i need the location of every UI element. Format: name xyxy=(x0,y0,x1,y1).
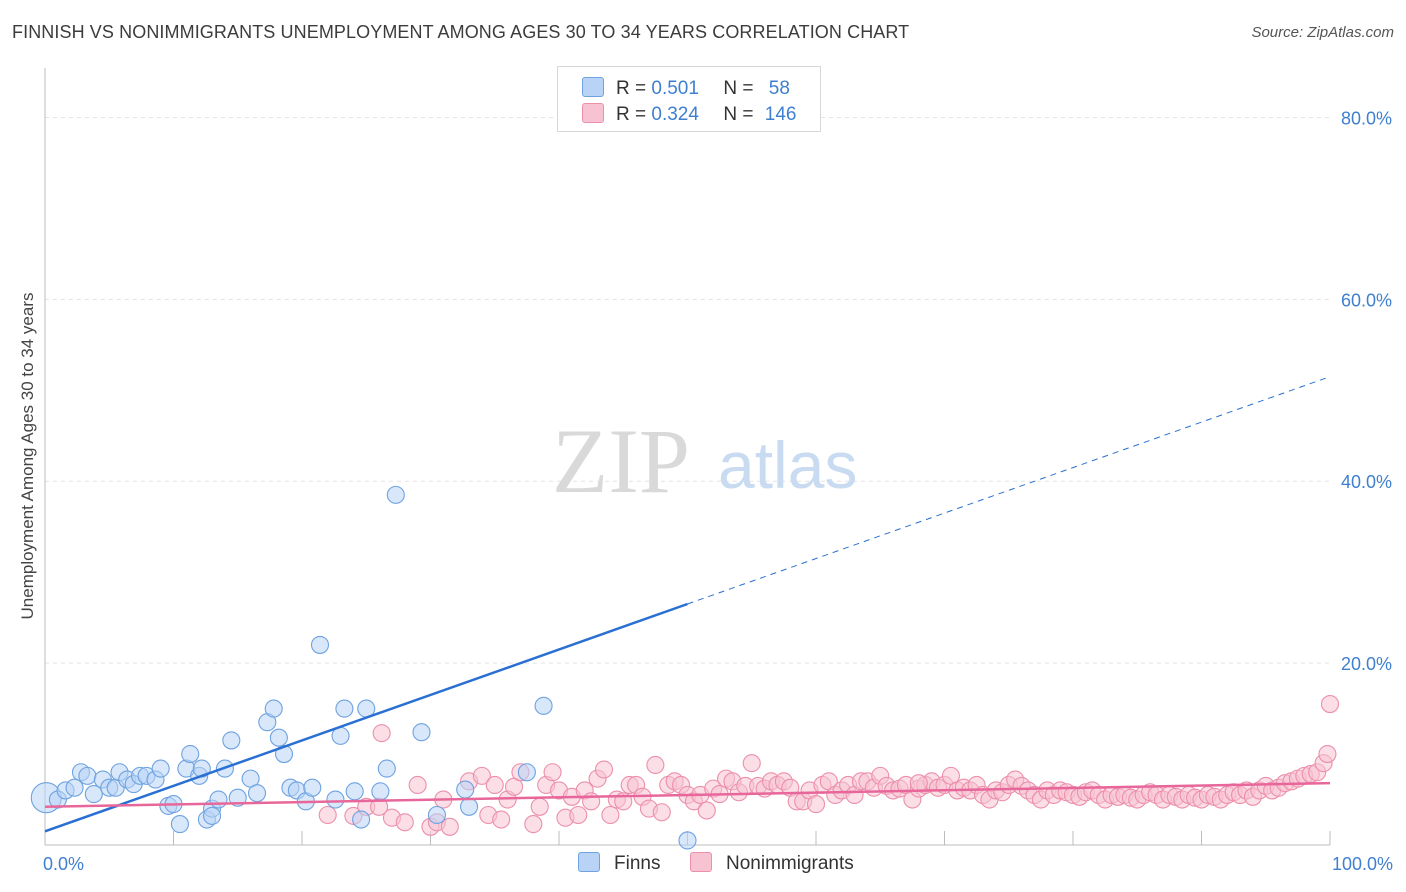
watermark: ZIP atlas xyxy=(552,410,857,512)
nonimmigrants-point xyxy=(372,724,391,743)
legend-nonimmigrants-r: 0.324 xyxy=(651,104,699,125)
nonimmigrants-point xyxy=(395,813,414,832)
nonimmigrants-point xyxy=(543,763,562,782)
finns-point xyxy=(412,723,431,742)
nonimmigrants-trendline xyxy=(44,781,1331,809)
finns-point xyxy=(456,780,475,799)
legend-finns-n: 58 xyxy=(768,78,790,99)
finns-point xyxy=(181,745,200,764)
y-tick-label: 60.0% xyxy=(1341,290,1392,310)
finns-point xyxy=(222,731,241,750)
x-tick-label: 100.0% xyxy=(1332,854,1393,874)
finns-point xyxy=(371,782,390,801)
legend-finns-r: 0.501 xyxy=(651,78,699,99)
finns-point xyxy=(84,785,103,804)
nonimmigrants-point xyxy=(524,815,543,834)
finns-point xyxy=(326,790,345,809)
finns-point xyxy=(203,806,222,825)
nonimmigrants-point xyxy=(697,801,716,820)
finns-point xyxy=(170,815,189,834)
chart-title: FINNISH VS NONIMMIGRANTS UNEMPLOYMENT AM… xyxy=(12,22,910,42)
finns-swatch xyxy=(582,77,604,97)
finns-trendline-extension xyxy=(687,376,1331,605)
finns-point xyxy=(247,784,267,803)
watermark-atlas: atlas xyxy=(718,428,857,502)
legend-item-finns: Finns xyxy=(578,852,660,875)
legend-nonimmigrants-n: 146 xyxy=(764,104,797,125)
series-legend: Finns Nonimmigrants xyxy=(0,852,1406,876)
finns-point xyxy=(427,805,446,825)
nonimmigrants-swatch xyxy=(582,103,604,123)
finns-point xyxy=(335,699,354,718)
nonimmigrants-point xyxy=(485,775,504,795)
nonimmigrants-point xyxy=(318,805,337,825)
nonimmigrants-legend-swatch xyxy=(690,852,712,872)
y-tick-label: 40.0% xyxy=(1341,472,1392,492)
nonimmigrants-point xyxy=(646,755,665,775)
finns-point xyxy=(459,797,479,816)
legend-finns-label: Finns xyxy=(614,853,661,874)
nonimmigrants-point xyxy=(909,774,928,793)
nonimmigrants-point xyxy=(1318,745,1337,764)
x-tick-labels: 0.0% 100.0% xyxy=(43,854,1393,874)
finns-point xyxy=(78,766,97,785)
legend-row-nonimmigrants: R = 0.324 N = 146 xyxy=(582,103,796,127)
trendlines xyxy=(44,376,1331,833)
nonimmigrants-point xyxy=(806,795,826,814)
finns-point xyxy=(269,728,288,747)
legend-r-label: R = xyxy=(616,104,647,125)
legend-n-label: N = xyxy=(723,78,754,99)
finns-legend-swatch xyxy=(578,852,600,872)
nonimmigrants-point xyxy=(601,805,620,825)
watermark-zip: ZIP xyxy=(552,410,690,512)
x-tick-label: 0.0% xyxy=(43,854,84,874)
legend-row-finns: R = 0.501 N = 58 xyxy=(582,77,790,101)
legend-n-label: N = xyxy=(723,104,754,125)
legend-r-label: R = xyxy=(616,78,647,99)
y-tick-labels: 20.0% 40.0% 60.0% 80.0% xyxy=(1341,108,1392,674)
nonimmigrants-point xyxy=(440,817,459,836)
legend-nonimmigrants-label: Nonimmigrants xyxy=(726,853,854,874)
source-label: Source: ZipAtlas.com xyxy=(1251,24,1394,41)
nonimmigrants-point xyxy=(408,775,427,795)
nonimmigrants-point xyxy=(492,810,511,829)
legend-item-nonimmigrants: Nonimmigrants xyxy=(690,852,854,875)
y-axis-label: Unemployment Among Ages 30 to 34 years xyxy=(18,293,37,620)
finns-point xyxy=(65,778,84,797)
nonimmigrants-point xyxy=(472,766,491,785)
finns-point xyxy=(209,790,228,809)
nonimmigrants-point xyxy=(594,760,614,779)
finns-point xyxy=(352,810,371,829)
nonimmigrants-point xyxy=(652,803,671,822)
finns-point xyxy=(386,485,405,504)
finns-point xyxy=(517,763,536,782)
correlation-legend: R = 0.501 N = 58 R = 0.324 N = 146 xyxy=(557,66,821,132)
finns-trendline xyxy=(44,602,688,833)
finns-point xyxy=(310,635,330,654)
finns-point xyxy=(678,831,697,850)
finns-point xyxy=(377,759,396,778)
finns-point xyxy=(264,699,283,718)
finns-point xyxy=(303,778,322,797)
finns-point xyxy=(345,782,364,801)
nonimmigrants-point xyxy=(530,797,549,816)
y-tick-label: 80.0% xyxy=(1341,108,1392,128)
finns-point xyxy=(534,696,553,715)
nonimmigrants-point xyxy=(742,754,761,773)
finns-point xyxy=(151,759,170,778)
nonimmigrants-point xyxy=(1320,694,1340,714)
gridlines xyxy=(45,116,1330,664)
finns-points xyxy=(30,485,697,850)
nonimmigrants-points xyxy=(318,694,1340,836)
nonimmigrants-point xyxy=(569,805,588,825)
y-tick-label: 20.0% xyxy=(1341,654,1392,674)
